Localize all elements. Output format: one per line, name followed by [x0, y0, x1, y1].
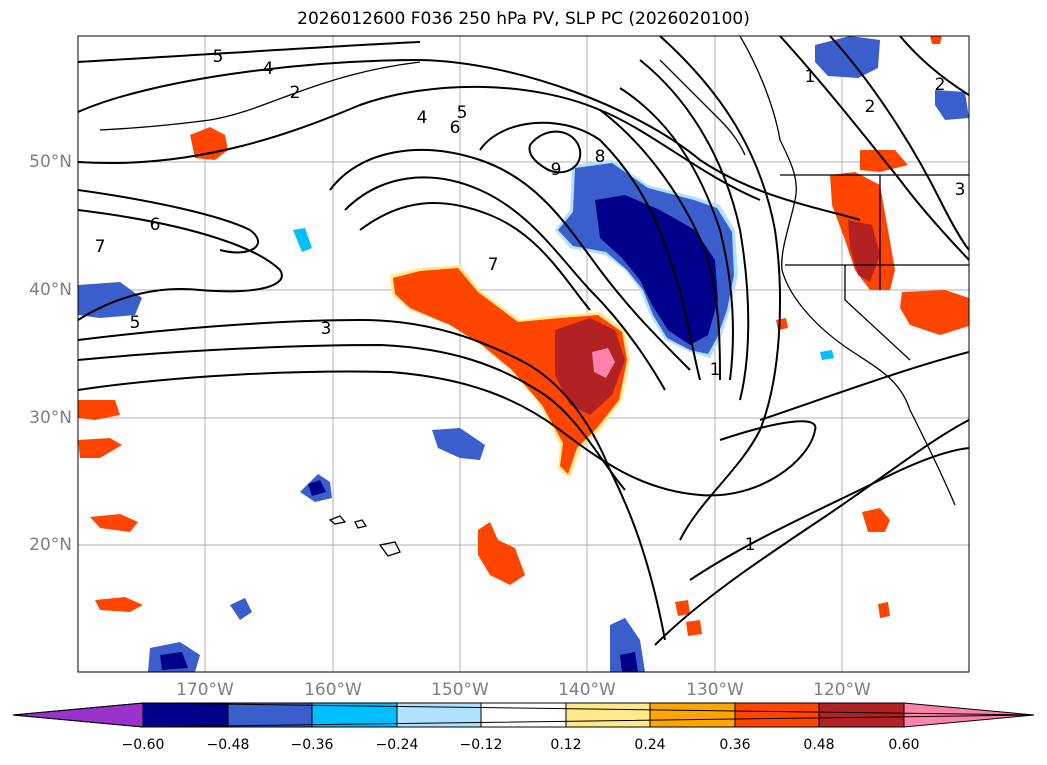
lat-label-50n: 50°N: [29, 152, 72, 172]
lat-label-20n: 20°N: [29, 535, 72, 555]
contour-label: 1: [710, 360, 721, 380]
lon-label-140w: 140°W: [558, 680, 616, 700]
contour-label: 2: [865, 97, 876, 117]
slp-contours: [78, 36, 969, 646]
map-title: 2026012600 F036 250 hPa PV, SLP PC (2026…: [297, 9, 750, 29]
colorbar-tick: −0.60: [121, 737, 165, 753]
contour-label: 6: [150, 215, 161, 235]
colorbar-segment: [142, 702, 229, 728]
contour-label: 4: [417, 108, 428, 128]
contour-label: 6: [450, 118, 461, 138]
coastlines: [99, 36, 969, 557]
contour-label: 4: [263, 59, 274, 79]
colorbar-tick: −0.48: [206, 737, 250, 753]
contour-label: 2: [290, 83, 301, 103]
colorbar: [12, 702, 1035, 728]
contour-label: 5: [457, 103, 468, 123]
colorbar-tick: 0.36: [719, 737, 751, 753]
colorbar-extend-low: [12, 702, 144, 728]
colorbar-tick: 0.48: [803, 737, 835, 753]
contour-label: 7: [488, 255, 499, 275]
colorbar-segment: [480, 702, 567, 728]
lon-label-160w: 160°W: [304, 680, 362, 700]
colorbar-segment: [649, 702, 736, 728]
colorbar-tick: −0.24: [375, 737, 419, 753]
contour-label: 5: [130, 313, 141, 333]
lon-label-130w: 130°W: [686, 680, 744, 700]
pv-positive-shading: [78, 36, 969, 636]
contour-label-group: 5 4 2 4 5 6 9 8 6 7 7 5 3 1 1 1 2 2 3: [95, 47, 966, 555]
colorbar-tick: 0.12: [550, 737, 582, 753]
colorbar-tick: 0.60: [888, 737, 920, 753]
contour-label: 1: [745, 535, 756, 555]
lon-label-120w: 120°W: [813, 680, 871, 700]
lat-label-30n: 30°N: [29, 408, 72, 428]
contour-label: 3: [321, 319, 332, 339]
contour-label: 3: [955, 180, 966, 200]
contour-label: 8: [595, 147, 606, 167]
contour-label: 1: [805, 67, 816, 87]
colorbar-segment: [565, 702, 651, 728]
colorbar-segment: [734, 702, 820, 728]
lat-lon-grid: [78, 36, 969, 672]
colorbar-tick: 0.24: [634, 737, 666, 753]
contour-label: 9: [551, 160, 562, 180]
colorbar-segment: [227, 702, 313, 728]
colorbar-extend-high: [903, 702, 1035, 728]
lat-label-40n: 40°N: [29, 280, 72, 300]
colorbar-segment: [818, 702, 905, 728]
pv-negative-shading: [78, 36, 969, 672]
contour-label: 7: [95, 237, 106, 257]
lon-label-150w: 150°W: [431, 680, 489, 700]
lon-label-170w: 170°W: [176, 680, 234, 700]
colorbar-tick: −0.36: [290, 737, 334, 753]
contour-label: 2: [935, 75, 946, 95]
contour-label: 5: [213, 47, 224, 67]
map-frame: [77, 35, 970, 673]
colorbar-tick: −0.12: [459, 737, 503, 753]
